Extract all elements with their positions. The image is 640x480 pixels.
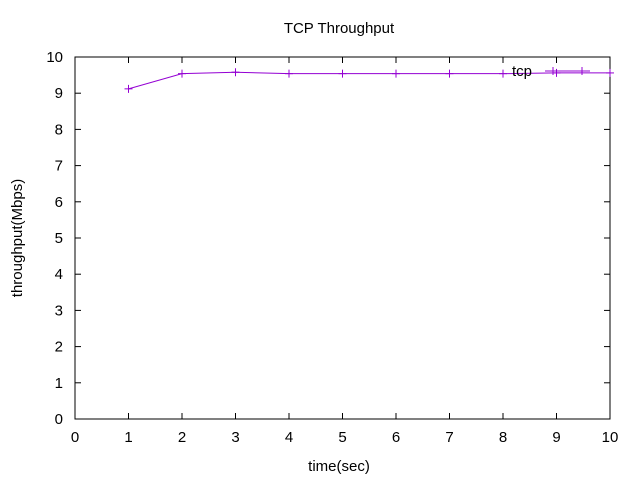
y-axis-label: throughput(Mbps) [9,179,26,297]
data-point [392,69,400,78]
legend: tcp [512,63,590,80]
data-point [499,69,507,78]
y-tick-label: 9 [55,85,63,102]
data-point [285,69,293,78]
x-axis-label: time(sec) [308,458,370,475]
y-tick-label: 7 [55,158,63,175]
chart-title: TCP Throughput [284,20,395,37]
data-point [124,84,133,93]
x-tick-label: 10 [602,429,619,446]
x-tick-label: 7 [445,429,453,446]
data-point [552,68,561,77]
legend-label-tcp: tcp [512,63,532,80]
y-tick-label: 10 [46,49,63,66]
data-point [178,69,186,78]
data-point [606,68,614,77]
y-axis: 0 1 2 3 4 5 6 7 8 9 10 [46,49,610,428]
data-point [231,68,240,77]
x-axis: 0 1 2 3 4 5 6 7 8 9 10 [71,57,619,446]
x-tick-label: 3 [231,429,239,446]
x-tick-label: 2 [178,429,186,446]
y-tick-label: 5 [55,230,63,247]
y-tick-label: 0 [55,411,63,428]
x-tick-label: 5 [338,429,346,446]
series-layer [124,68,614,93]
data-point [445,69,454,78]
x-tick-label: 0 [71,429,79,446]
data-point [338,69,347,78]
y-tick-label: 4 [55,266,63,283]
x-tick-label: 4 [285,429,293,446]
x-tick-label: 1 [124,429,132,446]
x-tick-label: 8 [499,429,507,446]
x-tick-label: 9 [552,429,560,446]
y-tick-label: 3 [55,302,63,319]
y-tick-label: 1 [55,375,63,392]
plot-area-border [74,56,611,420]
y-tick-label: 2 [55,339,63,356]
x-tick-label: 6 [392,429,400,446]
y-tick-label: 6 [55,194,63,211]
series-line-tcp [128,71,610,90]
y-tick-label: 8 [55,121,63,138]
